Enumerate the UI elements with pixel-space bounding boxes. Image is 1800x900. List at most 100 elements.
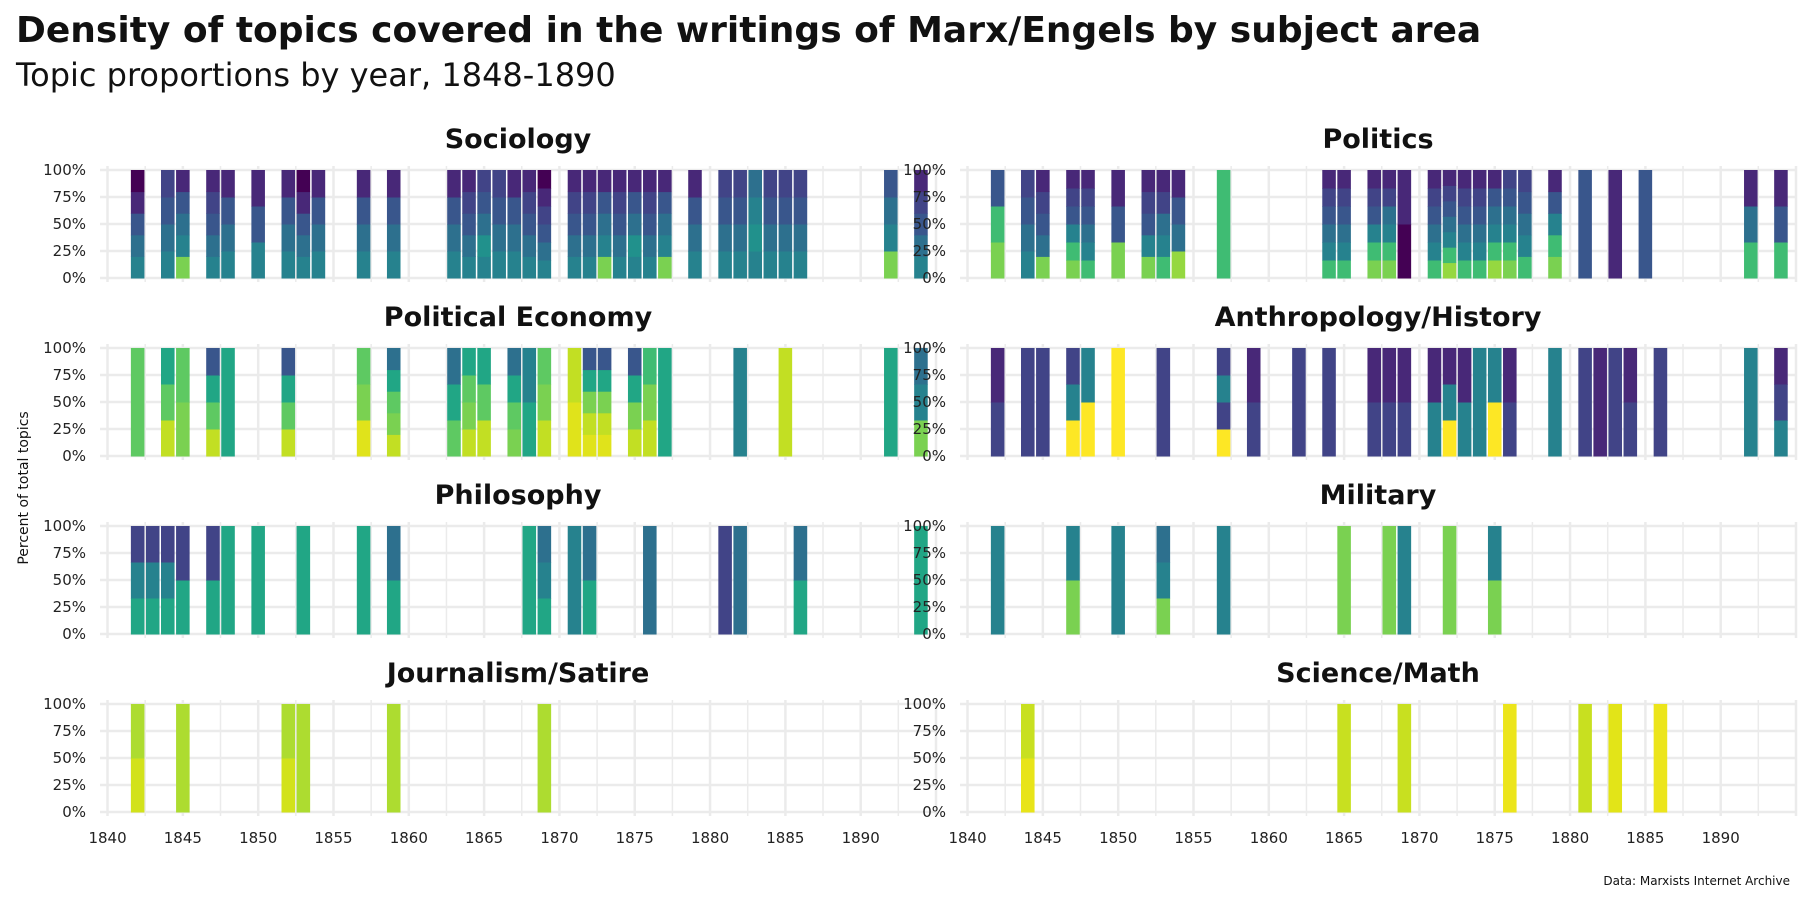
bar-segment [1081,402,1095,457]
bar-segment [1036,213,1050,236]
bar-segment [1518,191,1532,214]
bar-segment [221,170,235,198]
bar-segment [1427,242,1442,261]
bar-segment [1066,224,1080,243]
bar-segment [477,384,491,421]
bar-segment [251,242,265,279]
bar-segment [296,256,311,279]
bar-segment [386,434,401,457]
bar-segment [1066,348,1080,385]
bar-segment [1503,402,1517,457]
y-tick-label: 50% [913,571,946,589]
bar-segment [643,191,657,214]
bar-segment [597,412,612,435]
bar-segment [763,170,778,198]
bar-segment [176,170,190,193]
x-tick-label: 1860 [1250,829,1288,847]
bar-segment [176,402,190,457]
bar-segment [1457,402,1472,457]
bar-segment [1487,260,1502,279]
bar-segment [537,704,552,813]
bar-segment [1472,170,1487,189]
bar-segment [206,170,220,193]
bar-segment [386,526,401,581]
bar-segment [627,256,642,279]
bar-segment [176,704,190,813]
bar-segment [1578,348,1592,457]
bar-segment [356,526,371,635]
bar-segment [1066,206,1080,225]
bar-segment [1156,234,1171,257]
x-tick-label: 1840 [948,829,986,847]
bar-segment [1111,242,1125,279]
bar-segment [462,402,476,430]
bar-segment [462,429,476,457]
bar-segment [1442,247,1457,264]
bar-segment [1021,197,1035,225]
bar-segment [582,191,597,214]
bar-segment [643,234,657,257]
y-tick-label: 0% [62,447,86,465]
bar-segment [507,224,522,252]
y-tick-label: 25% [53,420,86,438]
bar-segment [627,402,642,430]
bar-segment [1322,188,1336,207]
bar-segment [1021,170,1035,198]
bar-segment [1337,242,1351,261]
bar-segment [1503,348,1517,403]
y-tick-label: 25% [53,776,86,794]
bar-segment [1066,526,1080,581]
bar-segment [793,197,808,225]
bar-segment [1141,213,1156,236]
bar-segment [763,224,778,252]
bar-segment [1427,348,1442,403]
bar-segment [567,526,582,635]
bar-segment [206,375,220,403]
bar-segment [567,348,582,403]
bar-segment [627,375,642,403]
chart-subtitle: Topic proportions by year, 1848-1890 [16,56,616,94]
panel-title: Sociology [445,124,592,155]
y-tick-label: 75% [53,722,86,740]
bar-segment [206,580,220,635]
bar-segment [1081,206,1095,225]
bar-segment [1518,256,1532,279]
y-tick-label: 0% [922,269,946,287]
data-source-caption: Data: Marxists Internet Archive [1603,874,1790,888]
bar-segment [1623,402,1638,457]
bar-segment [1472,188,1487,207]
bar-segment [522,256,537,279]
bar-segment [627,348,642,376]
bar-segment [1337,206,1351,225]
bar-segment [1156,562,1171,599]
bar-segment [1774,206,1788,243]
x-tick-label: 1875 [1476,829,1514,847]
bar-segment [537,562,552,599]
bar-segment [733,526,747,635]
bar-segment [582,213,597,236]
bar-segment [612,234,627,257]
bar-segment [477,213,491,236]
bar-segment [1246,348,1261,403]
bar-segment [612,191,627,214]
bar-segment [1487,526,1502,581]
bar-segment [1487,402,1502,457]
bar-segment [537,526,552,563]
bar-segment [1081,188,1095,207]
bar-segment [1382,402,1397,457]
bar-segment [161,562,175,599]
bar-segment [507,429,522,457]
bar-segment [176,191,190,214]
bar-segment [447,197,461,225]
bar-segment [597,256,612,279]
y-tick-label: 50% [53,215,86,233]
bar-segment [1487,188,1502,207]
y-tick-label: 100% [903,517,946,535]
y-tick-label: 50% [913,215,946,233]
bar-segment [1744,242,1758,279]
facet-panels: Sociology 0% 25% 50% 75% 100% Politics 0% 25% 50%… [43,124,1798,847]
y-tick-label: 75% [53,366,86,384]
x-tick-label: 1880 [1551,829,1589,847]
bar-segment [1653,348,1668,457]
bar-segment [1427,260,1442,279]
